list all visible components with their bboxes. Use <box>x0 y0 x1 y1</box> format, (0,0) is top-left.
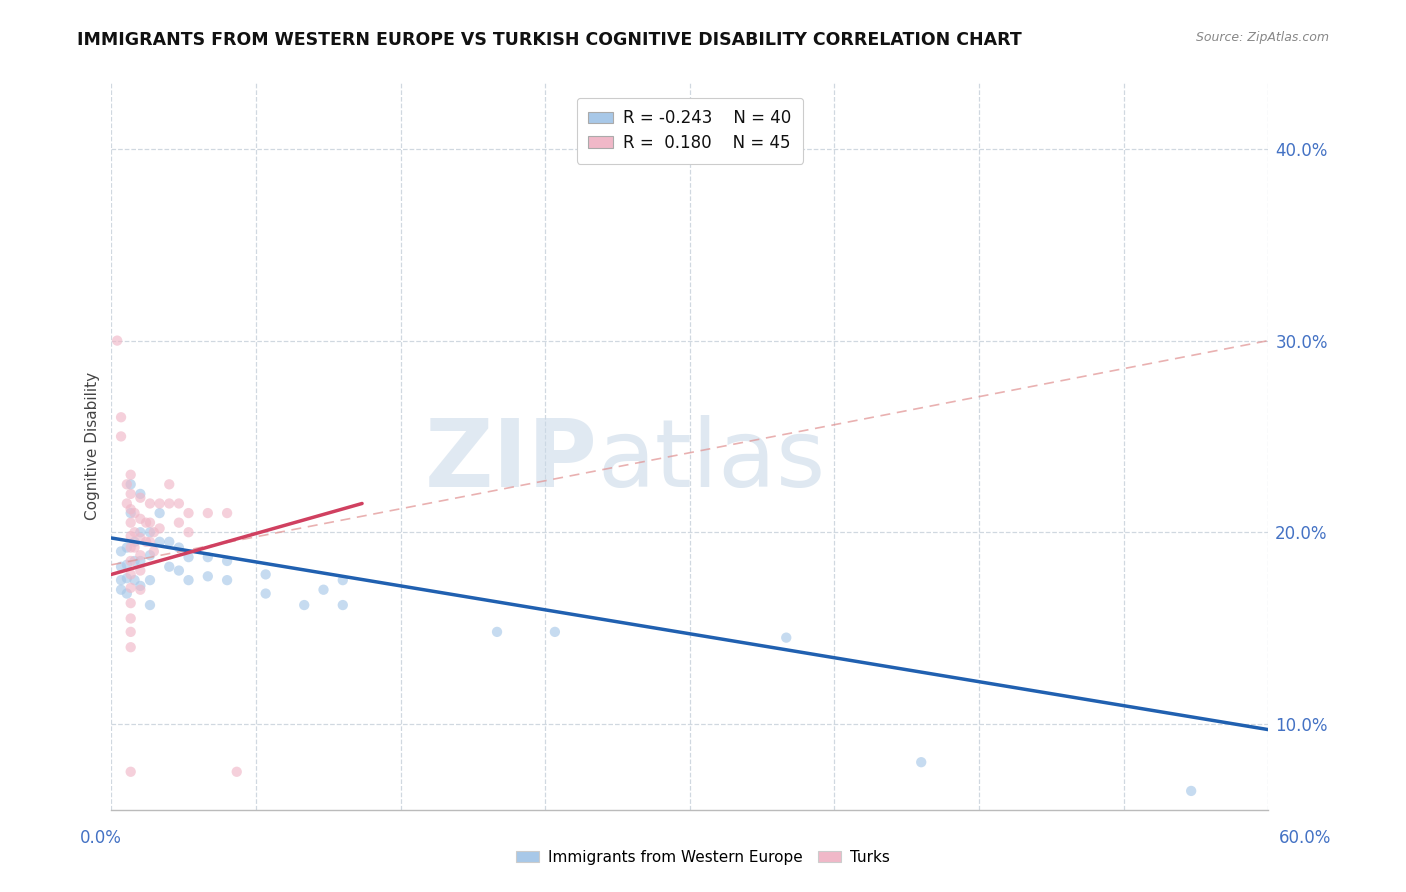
Point <box>197 506 219 520</box>
Point <box>149 534 172 549</box>
Point <box>149 521 172 535</box>
Text: Source: ZipAtlas.com: Source: ZipAtlas.com <box>1195 31 1329 45</box>
Point <box>120 529 142 543</box>
Point <box>124 525 146 540</box>
Point <box>129 554 152 568</box>
Legend: R = -0.243    N = 40, R =  0.180    N = 45: R = -0.243 N = 40, R = 0.180 N = 45 <box>576 97 803 163</box>
Point <box>110 429 132 443</box>
Legend: Immigrants from Western Europe, Turks: Immigrants from Western Europe, Turks <box>510 844 896 871</box>
Point <box>167 496 190 510</box>
Point <box>115 496 138 510</box>
Point <box>129 582 152 597</box>
Point <box>157 496 180 510</box>
Point <box>120 516 142 530</box>
Point <box>129 531 152 545</box>
Point <box>139 598 162 612</box>
Point <box>120 611 142 625</box>
Point <box>129 564 152 578</box>
Point <box>217 573 239 587</box>
Point <box>120 541 142 555</box>
Point <box>120 764 142 779</box>
Point <box>120 554 142 568</box>
Point <box>167 516 190 530</box>
Point <box>217 554 239 568</box>
Point <box>157 534 180 549</box>
Point <box>110 582 132 597</box>
Point <box>292 598 315 612</box>
Point <box>254 586 277 600</box>
Point <box>139 548 162 562</box>
Text: ZIP: ZIP <box>425 415 598 507</box>
Point <box>120 624 142 639</box>
Point <box>110 559 132 574</box>
Point <box>129 579 152 593</box>
Point <box>332 573 354 587</box>
Point <box>115 586 138 600</box>
Point <box>120 477 142 491</box>
Point <box>120 581 142 595</box>
Point <box>177 573 200 587</box>
Text: 0.0%: 0.0% <box>80 829 122 847</box>
Point <box>124 541 146 555</box>
Point <box>110 544 132 558</box>
Point <box>142 544 165 558</box>
Point <box>129 512 152 526</box>
Point <box>139 496 162 510</box>
Point <box>115 558 138 572</box>
Point <box>139 525 162 540</box>
Point <box>312 582 335 597</box>
Point <box>157 559 180 574</box>
Point <box>120 506 142 520</box>
Point <box>149 496 172 510</box>
Point <box>120 567 142 582</box>
Y-axis label: Cognitive Disability: Cognitive Disability <box>86 372 100 520</box>
Point <box>124 506 146 520</box>
Point <box>135 534 157 549</box>
Point <box>139 516 162 530</box>
Point <box>177 506 200 520</box>
Point <box>910 755 932 769</box>
Point <box>120 487 142 501</box>
Point <box>110 410 132 425</box>
Point <box>167 564 190 578</box>
Point <box>544 624 567 639</box>
Point <box>177 550 200 565</box>
Point <box>115 541 138 555</box>
Point <box>157 477 180 491</box>
Point <box>105 334 128 348</box>
Point <box>124 554 146 568</box>
Point <box>110 573 132 587</box>
Point <box>149 506 172 520</box>
Point <box>139 534 162 549</box>
Point <box>254 567 277 582</box>
Point <box>129 491 152 505</box>
Point <box>120 596 142 610</box>
Point <box>486 624 509 639</box>
Point <box>135 516 157 530</box>
Point <box>167 541 190 555</box>
Point <box>217 506 239 520</box>
Point <box>139 573 162 587</box>
Point <box>124 573 146 587</box>
Point <box>120 502 142 516</box>
Point <box>115 477 138 491</box>
Point <box>129 487 152 501</box>
Point <box>120 467 142 482</box>
Point <box>225 764 247 779</box>
Text: IMMIGRANTS FROM WESTERN EUROPE VS TURKISH COGNITIVE DISABILITY CORRELATION CHART: IMMIGRANTS FROM WESTERN EUROPE VS TURKIS… <box>77 31 1022 49</box>
Point <box>177 525 200 540</box>
Text: atlas: atlas <box>598 415 825 507</box>
Point <box>1180 784 1202 798</box>
Point <box>332 598 354 612</box>
Point <box>129 525 152 540</box>
Point <box>197 569 219 583</box>
Point <box>129 548 152 562</box>
Text: 60.0%: 60.0% <box>1278 829 1331 847</box>
Point <box>775 631 797 645</box>
Point <box>142 525 165 540</box>
Point <box>124 534 146 549</box>
Point <box>120 640 142 655</box>
Point <box>115 571 138 585</box>
Point <box>197 550 219 565</box>
